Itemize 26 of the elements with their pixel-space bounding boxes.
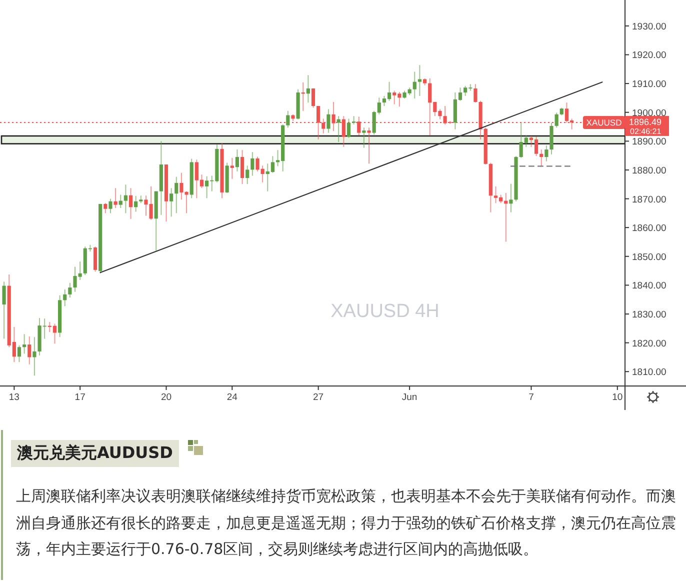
y-tick-label: 1850.00 bbox=[632, 252, 666, 263]
y-tick-label: 1900.00 bbox=[632, 108, 666, 119]
text: 02:46:21 bbox=[630, 126, 662, 136]
x-tick-label: 7 bbox=[528, 392, 534, 403]
text: 上周澳联储利率决议表明澳联储继续维持货币宽松政策，也表明基本不会先于美联储有何动作。而澳洲自身通胀还有很长的路要走，加息更是遥遥无期；得力于强劲的铁矿石价格支撑，澳元仍在高位震荡，年内主要运行于0.76-0.78区间，交易则继续考虑进行区间内的高抛低吸。 bbox=[16, 486, 677, 560]
y-tick-label: 1920.00 bbox=[632, 50, 666, 62]
y-tick-label: 1890.00 bbox=[632, 136, 666, 148]
ref-line-label: 1896.49 bbox=[629, 116, 662, 127]
y-tick-label: 1830.00 bbox=[632, 309, 666, 320]
y-tick-label: 1930.00 bbox=[632, 21, 666, 32]
y-tick-label: 1880.00 bbox=[632, 165, 666, 176]
x-tick-label: 17 bbox=[74, 392, 86, 403]
y-tick-label: 1860.00 bbox=[632, 223, 666, 234]
y-tick-label: 1910.00 bbox=[632, 79, 666, 90]
annotation: XAUUSD bbox=[586, 117, 622, 128]
x-tick-label: 24 bbox=[226, 392, 238, 403]
y-tick-label: 1870.00 bbox=[632, 194, 666, 206]
y-tick-label: 1810.00 bbox=[632, 367, 666, 378]
x-tick-label: 13 bbox=[8, 392, 20, 403]
x-tick-label: 10 bbox=[612, 392, 623, 403]
x-tick-label: 27 bbox=[313, 392, 324, 403]
text: 澳元兑美元AUDUSD bbox=[11, 440, 179, 467]
x-tick-label: 20 bbox=[160, 392, 172, 403]
y-tick-label: 1840.00 bbox=[632, 280, 666, 292]
y-tick-label: 1820.00 bbox=[632, 338, 666, 350]
x-tick-label: Jun bbox=[402, 392, 418, 403]
